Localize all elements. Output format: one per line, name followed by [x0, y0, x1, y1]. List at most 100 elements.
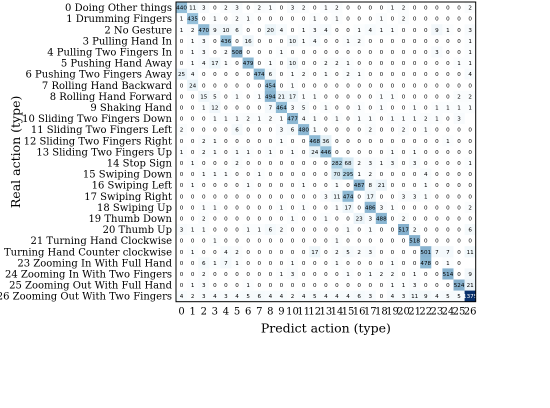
heatmap-cell-r11-c5 — [231, 124, 243, 136]
heatmap-cell-r3-c16 — [353, 35, 365, 47]
cell-value-label: 1 — [346, 272, 350, 278]
heatmap-cell-r24-c10 — [287, 268, 299, 280]
heatmap-cell-r5-c12 — [309, 57, 321, 69]
heatmap-cell-r20-c23 — [431, 224, 443, 236]
cell-value-label: 0 — [357, 261, 361, 267]
heatmap-cell-r8-c17 — [364, 90, 376, 103]
heatmap-cell-r19-c4 — [220, 212, 232, 225]
heatmap-cell-r3-c22 — [420, 35, 432, 47]
column-tick-label: 25 — [453, 307, 466, 318]
cell-value-label: 2 — [346, 72, 350, 78]
row-tick-label: 9 Shaking Hand — [90, 103, 172, 114]
heatmap-cell-r7-c11 — [298, 79, 310, 91]
cell-value-label: 0 — [402, 172, 406, 178]
cell-value-label: 0 — [424, 83, 428, 89]
cell-value-label: 494 — [265, 94, 276, 100]
heatmap-cell-r13-c4 — [220, 146, 232, 158]
heatmap-cell-r18-c8 — [264, 201, 277, 214]
heatmap-cell-r5-c24 — [442, 57, 454, 69]
cell-value-label: 0 — [213, 272, 217, 278]
heatmap-cell-r24-c6 — [242, 268, 254, 280]
cell-value-label: 1 — [280, 139, 284, 145]
heatmap-cell-r1-c5 — [231, 13, 243, 25]
heatmap-cell-r0-c25 — [453, 2, 465, 14]
heatmap-cell-r19-c26 — [464, 212, 476, 225]
cell-value-label: 1 — [291, 261, 295, 267]
heatmap-cell-r23-c8 — [264, 257, 277, 269]
cell-value-label: 0 — [346, 6, 350, 12]
heatmap-cell-r1-c6 — [242, 13, 254, 25]
heatmap-cell-r12-c10 — [287, 135, 299, 147]
cell-value-label: 1 — [402, 283, 406, 289]
cell-value-label: 0 — [413, 128, 417, 134]
column-tick-label: 12 — [308, 307, 321, 318]
cell-value-label: 2 — [368, 172, 372, 178]
cell-value-label: 2 — [424, 117, 428, 123]
cell-value-label: 0 — [180, 216, 184, 222]
heatmap-cell-r21-c26 — [464, 235, 476, 247]
cell-value-label: 2 — [357, 161, 361, 167]
cell-value-label: 4 — [280, 294, 284, 300]
cell-value-label: 0 — [180, 161, 184, 167]
cell-value-label: 2 — [402, 216, 406, 222]
cell-value-label: 0 — [191, 216, 195, 222]
heatmap-cell-r9-c14 — [331, 101, 343, 114]
cell-value-label: 1 — [324, 216, 328, 222]
heatmap-cell-r9-c23 — [431, 101, 443, 114]
heatmap-cell-r3-c19 — [386, 35, 399, 47]
heatmap-cell-r5-c5 — [231, 57, 243, 69]
cell-value-label: 0 — [446, 216, 450, 222]
heatmap-cell-r2-c6 — [242, 24, 254, 36]
heatmap-cell-r20-c20 — [398, 224, 410, 236]
cell-value-label: 1 — [302, 39, 306, 45]
heatmap-cell-r7-c7 — [253, 79, 265, 91]
cell-value-label: 0 — [257, 17, 261, 23]
heatmap-cell-r3-c5 — [231, 35, 243, 47]
heatmap-cell-r3-c20 — [398, 35, 410, 47]
cell-value-label: 0 — [246, 172, 250, 178]
heatmap-cell-r23-c23 — [431, 257, 443, 269]
cell-value-label: 0 — [202, 72, 206, 78]
cell-value-label: 1 — [413, 272, 417, 278]
cell-value-label: 0 — [269, 183, 273, 189]
cell-value-label: 0 — [191, 239, 195, 245]
cell-value-label: 4 — [324, 294, 328, 300]
cell-value-label: 1 — [368, 228, 372, 234]
cell-value-label: 0 — [191, 105, 195, 111]
heatmap-cell-r25-c17 — [364, 279, 376, 291]
cell-value-label: 1 — [335, 205, 339, 211]
heatmap-cell-r21-c22 — [420, 235, 432, 247]
heatmap-cell-r7-c14 — [331, 79, 343, 91]
cell-value-label: 1 — [235, 117, 239, 123]
heatmap-cell-r8-c10 — [287, 90, 299, 103]
heatmap-cell-r5-c4 — [220, 57, 232, 69]
heatmap-cell-r12-c1 — [187, 135, 199, 147]
heatmap-cell-r2-c5 — [231, 24, 243, 36]
cell-value-label: 0 — [335, 216, 339, 222]
cell-value-label: 0 — [180, 272, 184, 278]
heatmap-cell-r13-c24 — [442, 146, 454, 158]
heatmap-cell-r7-c20 — [398, 79, 410, 91]
cell-value-label: 1 — [213, 150, 217, 156]
cell-value-label: 1 — [213, 139, 217, 145]
cell-value-label: 1 — [191, 39, 195, 45]
cell-value-label: 3 — [291, 272, 295, 278]
heatmap-cell-r22-c5 — [231, 246, 243, 258]
heatmap-cell-r12-c7 — [253, 135, 265, 147]
cell-value-label: 1 — [302, 183, 306, 189]
heatmap-cell-r15-c5 — [231, 168, 243, 180]
cell-value-label: 2 — [235, 161, 239, 167]
heatmap-cell-r16-c25 — [453, 179, 465, 191]
cell-value-label: 0 — [313, 83, 317, 89]
heatmap-cell-r4-c11 — [298, 46, 310, 58]
cell-value-label: 0 — [357, 128, 361, 134]
heatmap-cell-r19-c20 — [398, 212, 410, 225]
cell-value-label: 0 — [446, 94, 450, 100]
cell-value-label: 3 — [402, 294, 406, 300]
cell-value-label: 2 — [302, 6, 306, 12]
heatmap-cell-r11-c24 — [442, 124, 454, 136]
heatmap-cell-r6-c11 — [298, 68, 310, 80]
cell-value-label: 0 — [424, 228, 428, 234]
heatmap-cell-r25-c4 — [220, 279, 232, 291]
heatmap-cell-r8-c0 — [176, 90, 188, 103]
